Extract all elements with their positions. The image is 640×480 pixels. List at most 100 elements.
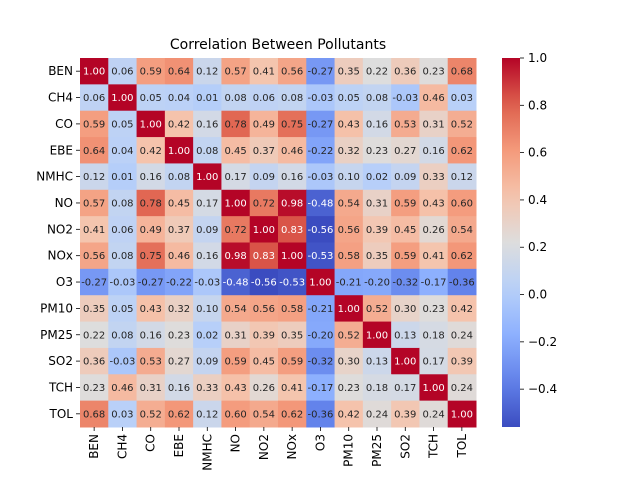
heatmap-cell <box>419 216 449 243</box>
heatmap-cell <box>278 321 307 349</box>
heatmap-cell <box>306 110 336 138</box>
heatmap-cell <box>193 268 222 296</box>
x-tick-label: NMHC <box>200 434 214 471</box>
y-tick-label: NMHC <box>36 170 73 184</box>
heatmap-cell <box>193 216 222 243</box>
cell-value-label: 0.26 <box>253 383 275 394</box>
heatmap-cell <box>334 189 364 217</box>
heatmap-cell <box>108 110 138 138</box>
cell-value-label: -0.48 <box>223 278 249 289</box>
heatmap-cell <box>221 242 251 270</box>
cell-value-label: -0.22 <box>307 146 333 157</box>
cell-value-label: 0.31 <box>224 330 246 341</box>
heatmap-cell <box>419 84 449 112</box>
cell-value-label: 0.64 <box>168 67 190 78</box>
heatmap-cell <box>306 189 336 217</box>
heatmap-cell <box>391 374 420 402</box>
cell-value-label: 0.75 <box>140 251 162 262</box>
cell-value-label: 0.42 <box>451 304 473 315</box>
heatmap-cell <box>193 400 222 428</box>
heatmap-cell <box>80 110 109 138</box>
y-tick-label: NO <box>55 196 73 210</box>
cell-value-label: 0.46 <box>422 93 444 104</box>
cell-value-label: 0.72 <box>253 198 275 209</box>
heatmap-cell <box>164 163 194 191</box>
cell-value-label: 0.16 <box>196 119 218 130</box>
heatmap-cell <box>278 163 307 191</box>
heatmap-cell <box>221 58 251 85</box>
heatmap-cell <box>306 347 336 375</box>
cell-value-label: 0.12 <box>451 172 473 183</box>
heatmap-cell <box>164 347 194 375</box>
heatmap-cell <box>80 189 109 217</box>
heatmap-cell <box>193 321 222 349</box>
heatmap-cell <box>391 268 420 296</box>
heatmap-cell <box>278 347 307 375</box>
cell-value-label: 0.45 <box>394 225 416 236</box>
heatmap-cell <box>108 216 138 243</box>
cell-value-label: 0.59 <box>224 357 246 368</box>
heatmap-cell <box>164 321 194 349</box>
cell-value-label: 0.62 <box>451 251 473 262</box>
heatmap-cell <box>391 58 420 85</box>
cell-value-label: 0.16 <box>168 383 190 394</box>
y-tick-label: PM25 <box>40 328 73 342</box>
cell-value-label: 1.00 <box>224 198 246 209</box>
x-tick-label: NOx <box>285 434 299 460</box>
heatmap-cell <box>334 110 364 138</box>
y-tick-label: SO2 <box>48 354 73 368</box>
colorbar-gradient <box>502 58 520 427</box>
cell-value-label: 0.59 <box>394 251 416 262</box>
colorbar-tick-label: 0.6 <box>528 146 547 160</box>
x-tick-label: SO2 <box>398 434 412 459</box>
heatmap-cell <box>136 84 166 112</box>
heatmap-cell <box>221 84 251 112</box>
cell-value-label: 0.13 <box>394 330 416 341</box>
cell-value-label: 0.17 <box>394 383 416 394</box>
cell-value-label: 0.12 <box>196 409 218 420</box>
y-tick-labels: BEN CH4 CO EBE NMHC NO NO2 NOx O3 PM10 PM25 SO2 TCH T… <box>36 64 80 421</box>
heatmap-cell <box>221 268 251 296</box>
cell-value-label: 0.27 <box>394 146 416 157</box>
heatmap-cell <box>193 110 222 138</box>
heatmap-cell <box>306 321 336 349</box>
cell-value-label: 0.68 <box>83 409 105 420</box>
y-tick-label: CH4 <box>48 91 73 105</box>
cell-value-label: 0.23 <box>422 304 444 315</box>
cell-value-label: 0.43 <box>422 198 444 209</box>
heatmap-cell <box>447 189 477 217</box>
cell-value-label: 0.17 <box>422 357 444 368</box>
cell-value-label: 0.75 <box>281 119 303 130</box>
cell-value-label: 0.52 <box>366 304 388 315</box>
heatmap-cell <box>334 84 364 112</box>
heatmap-cell <box>278 110 307 138</box>
heatmap-cell <box>278 137 307 164</box>
y-tick-label: O3 <box>56 275 73 289</box>
cell-value-label: 0.41 <box>83 225 105 236</box>
heatmap-cell <box>136 110 166 138</box>
heatmap-cell <box>80 321 109 349</box>
cell-value-label: 0.49 <box>253 119 275 130</box>
heatmap-cell <box>249 347 279 375</box>
cell-value-label: 0.05 <box>140 93 162 104</box>
cell-value-label: 0.43 <box>224 383 246 394</box>
cell-value-label: 0.04 <box>111 146 133 157</box>
cell-value-label: 0.59 <box>281 357 303 368</box>
colorbar-tick-label: 0.4 <box>528 193 547 207</box>
heatmap-cell <box>278 189 307 217</box>
cell-value-label: 0.41 <box>253 67 275 78</box>
cell-value-label: 0.08 <box>111 251 133 262</box>
cell-value-label: -0.27 <box>138 278 164 289</box>
cell-value-label: 1.00 <box>196 172 218 183</box>
heatmap-cell <box>362 400 392 428</box>
heatmap-cell <box>306 137 336 164</box>
heatmap-cell <box>391 84 420 112</box>
cell-value-label: 0.06 <box>111 67 133 78</box>
heatmap-cell <box>193 58 222 85</box>
cell-value-label: 0.78 <box>140 198 162 209</box>
cell-value-label: -0.56 <box>307 225 333 236</box>
cell-value-label: 0.59 <box>140 67 162 78</box>
cell-value-label: 0.52 <box>451 119 473 130</box>
cell-value-label: 0.23 <box>422 67 444 78</box>
cell-value-label: 0.98 <box>224 251 246 262</box>
